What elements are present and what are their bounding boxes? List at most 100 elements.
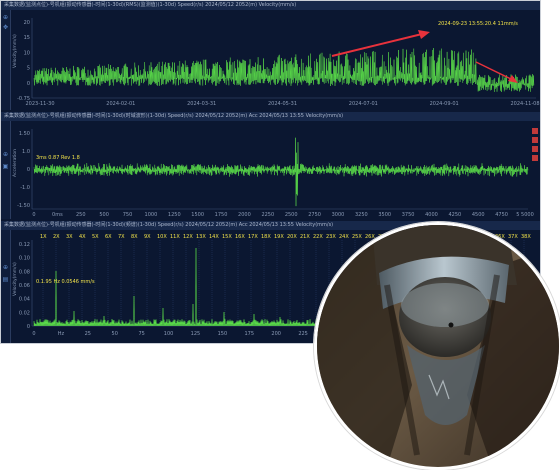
harmonic-label: 20X (287, 234, 297, 240)
harmonic-label: 26X (365, 234, 375, 240)
y-tick-label: 0.04 (19, 297, 30, 303)
x-tick-label: 2023-11-30 (25, 101, 54, 107)
x-tick-label: 0 (32, 331, 35, 337)
y-tick-label: 5 (27, 66, 30, 72)
waveform-y-axis-label: Acceleration (12, 149, 18, 177)
spectrum-toolbar: ⊕ ▤ (1, 230, 11, 343)
spectrum-cursor-readout: 0.1.95 Hz 0.0546 mm/s (36, 279, 95, 285)
x-tick-label: 2250 (261, 212, 274, 218)
pan-icon[interactable]: ✥ (2, 24, 9, 31)
waveform-side-buttons (532, 128, 538, 164)
y-tick-label: 10 (24, 50, 30, 56)
trend-signal (33, 48, 535, 92)
harmonic-label: 7X (118, 234, 125, 240)
x-tick-label: 175 (244, 331, 254, 337)
x-tick-label: 1500 (191, 212, 204, 218)
x-tick-label: 2024-07-01 (349, 101, 378, 107)
x-tick-label: 125 (191, 331, 201, 337)
harmonic-label: 36X (495, 234, 505, 240)
x-tick-label: 25 (85, 331, 91, 337)
harmonic-label: 1X (40, 234, 47, 240)
y-tick-label: 0.10 (19, 256, 30, 262)
waveform-signal (33, 137, 529, 207)
x-tick-label: 150 (218, 331, 228, 337)
x-tick-label: 1000 (145, 212, 158, 218)
y-tick-label: 0 (27, 81, 30, 87)
harmonic-label: 23X (326, 234, 336, 240)
harmonic-label: 11X (170, 234, 180, 240)
x-tick-label: 3250 (355, 212, 368, 218)
x-tick-label: 75 (138, 331, 144, 337)
x-tick-label: 4750 (495, 212, 508, 218)
harmonic-label: 16X (235, 234, 245, 240)
x-tick-label: 3750 (402, 212, 415, 218)
y-tick-label: -1.50 (17, 203, 30, 209)
trend-panel: 采集数据(监测点位)-号机组(振动传感器)-时间(1-30d)(RMS)(监测值… (1, 1, 540, 110)
y-tick-label: -0.75 (17, 96, 30, 102)
spectrum-y-axis-label: Velocity(mm/s) (12, 262, 18, 296)
harmonic-label: 2X (53, 234, 60, 240)
y-tick-label: 0.08 (19, 269, 30, 275)
harmonic-label: 10X (157, 234, 167, 240)
y-tick-label: 1.50 (19, 131, 30, 137)
x-tick-label: 1750 (215, 212, 228, 218)
marker-icon[interactable]: ▣ (2, 163, 9, 170)
harmonic-label: 24X (339, 234, 349, 240)
trend-cursor-readout: 2024-09-23 13:55:20.4 11mm/s (438, 21, 518, 27)
harmonic-cursor-icon[interactable]: ⊕ (2, 264, 9, 271)
waveform-panel-header: 采集数据(监测点位)-号机组(振动传感器)-时间(1-30d)(时域波形)(1-… (1, 112, 540, 121)
cursor-icon[interactable]: ⊕ (2, 151, 9, 158)
harmonic-label: 22X (313, 234, 323, 240)
x-tick-label: 2024-11-08 (510, 101, 539, 107)
side-button-4[interactable] (532, 155, 538, 161)
trend-toolbar: ⊕ ✥ (1, 10, 11, 110)
x-tick-label: 2024-09-01 (430, 101, 459, 107)
x-tick-label: 4250 (448, 212, 461, 218)
x-tick-label: 2024-03-31 (187, 101, 216, 107)
x-tick-label: 5 5000 (516, 212, 534, 218)
y-tick-label: 1.0 (22, 149, 30, 155)
trend-chart: 20 15 10 5 0 -0.75 2023-11-30 2024-02-01 2024-0… (12, 18, 540, 107)
waveform-panel: 采集数据(监测点位)-号机组(振动传感器)-时间(1-30d)(时域波形)(1-… (1, 112, 540, 219)
harmonic-label: 17X (248, 234, 258, 240)
harmonic-label: 14X (209, 234, 219, 240)
y-tick-label: 0 (27, 167, 30, 173)
harmonic-label: 13X (196, 234, 206, 240)
spectrum-panel-header: 采集数据(监测点位)-号机组(振动传感器)-时间(1-30d)(频谱)(1-30… (1, 221, 540, 230)
y-tick-label: 0 (27, 324, 30, 330)
y-tick-label: -1.0 (20, 185, 30, 191)
harmonic-label: 4X (79, 234, 86, 240)
bearing-closeup-photo (314, 222, 560, 470)
harmonic-label: 19X (274, 234, 284, 240)
x-tick-label: 2024-05-31 (268, 101, 297, 107)
x-tick-label: 50 (112, 331, 118, 337)
trend-y-axis-label: Velocity(mm/s) (12, 34, 18, 68)
harmonic-label: 5X (92, 234, 99, 240)
trend-arrow-1 (331, 30, 430, 57)
harmonic-label: 15X (222, 234, 232, 240)
waveform-cursor-readout: 3ms 0.87 Rev 1.8 (36, 155, 80, 161)
x-tick-label: 1250 (168, 212, 181, 218)
x-tick-label: 2500 (285, 212, 298, 218)
spectrum-zoom-icon[interactable]: ▤ (2, 276, 9, 283)
side-button-3[interactable] (532, 146, 538, 152)
x-tick-label: 225 (298, 331, 308, 337)
x-tick-label: 4500 (472, 212, 485, 218)
side-button-1[interactable] (532, 128, 538, 134)
harmonic-label: 21X (300, 234, 310, 240)
x-tick-label: 200 (271, 331, 281, 337)
harmonic-label: 18X (261, 234, 271, 240)
harmonic-label: 25X (352, 234, 362, 240)
y-tick-label: 20 (24, 20, 30, 26)
x-tick-label: 0ms (52, 212, 63, 218)
waveform-toolbar: ⊕ ▣ (1, 121, 11, 219)
harmonic-label: 6X (105, 234, 112, 240)
y-tick-label: 0.02 (19, 310, 30, 316)
harmonic-label: 8X (131, 234, 138, 240)
zoom-icon[interactable]: ⊕ (2, 14, 9, 21)
side-button-2[interactable] (532, 137, 538, 143)
x-tick-label: 500 (99, 212, 109, 218)
harmonic-label: 9X (144, 234, 151, 240)
waveform-chart: 1.50 1.0 0 -1.0 -1.50 0 0ms 250 500 750 1000 1250 1… (12, 129, 534, 218)
x-tick-label: Hz (58, 331, 65, 337)
